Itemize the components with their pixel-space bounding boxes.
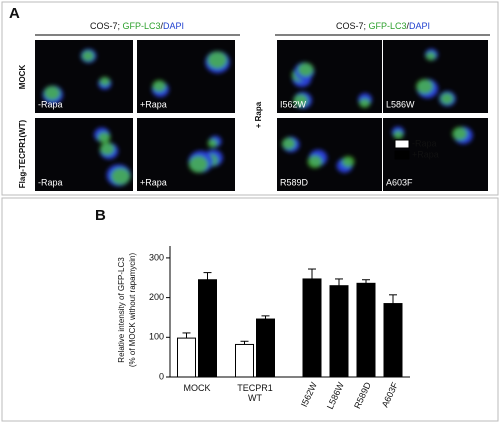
panel-a-frame (1, 1, 499, 196)
cells (281, 136, 355, 173)
gfp-signal (188, 155, 209, 173)
image-label: L586W (386, 99, 415, 109)
x-tick-label: L586W (325, 380, 346, 411)
y-tick-label: 100 (149, 332, 164, 342)
bar (256, 318, 275, 378)
legend-label: +Rapa (412, 149, 439, 159)
bar (356, 282, 376, 378)
gfp-signal (440, 92, 454, 105)
error-bar (240, 340, 249, 345)
cells (151, 51, 230, 98)
gfp-signal (293, 94, 308, 108)
gfp-signal (43, 86, 61, 101)
gfp-signal (307, 155, 323, 169)
image-label: +Rapa (140, 177, 167, 187)
gfp-signal (207, 138, 218, 148)
row-label: Flag-TECPR1(WT) (18, 119, 27, 188)
gfp-signal (281, 137, 296, 150)
gfp-signal (425, 51, 436, 61)
legend-swatch (394, 139, 410, 149)
image-label: I562W (280, 99, 307, 109)
gfp-signal (81, 50, 95, 62)
error-bar (261, 315, 270, 320)
error-bar (308, 268, 316, 279)
panel-b-frame (1, 197, 499, 422)
bar (302, 278, 322, 378)
legend-label: -Rapa (412, 138, 437, 148)
row-label: MOCK (18, 65, 27, 90)
gfp-signal (97, 132, 111, 144)
panel-label: A (9, 5, 20, 22)
image-label: R589D (280, 177, 309, 187)
gfp-signal (416, 79, 434, 94)
side-label: + Rapa (254, 101, 263, 128)
y-axis-label: (% of MOCK without rapamycin) (128, 253, 137, 368)
image-label: -Rapa (38, 177, 63, 187)
image-label: -Rapa (38, 99, 63, 109)
panel-header: COS-7; GFP-LC3/DAPI (90, 21, 184, 31)
error-bar (389, 294, 397, 304)
legend-swatch (394, 150, 410, 160)
x-tick-label: R589D (352, 380, 373, 410)
panel-header: COS-7; GFP-LC3/DAPI (336, 21, 430, 31)
image-label: A603F (386, 177, 413, 187)
y-tick-label: 300 (149, 252, 164, 262)
gfp-signal (297, 62, 314, 77)
bar (198, 279, 217, 378)
gfp-signal (452, 127, 468, 141)
gfp-signal (207, 51, 228, 69)
gfp-signal (99, 142, 115, 156)
image-label: +Rapa (140, 99, 167, 109)
error-bar (182, 332, 191, 339)
x-tick-label: I562W (299, 380, 319, 408)
y-tick-label: 200 (149, 292, 164, 302)
y-tick-label: 0 (159, 371, 164, 381)
gfp-signal (99, 76, 111, 86)
micrograph (277, 118, 382, 191)
cells (291, 62, 372, 109)
y-axis-label: Relative intensity of GFP-LC3 (117, 257, 126, 363)
cells (94, 127, 131, 187)
x-tick-label: MOCK (183, 383, 211, 393)
cells (188, 135, 223, 173)
x-tick-label: TECPR1 WT (237, 383, 273, 403)
gfp-signal (393, 130, 404, 140)
bar (329, 285, 349, 378)
cells (42, 48, 112, 104)
gfp-signal (341, 156, 355, 168)
error-bar (335, 278, 343, 286)
bar (235, 343, 254, 378)
panel-label: B (95, 207, 106, 224)
gfp-signal (152, 80, 166, 92)
gfp-signal (111, 167, 131, 185)
cells (391, 126, 473, 144)
error-bar (203, 272, 212, 280)
x-tick-label: A603F (380, 380, 400, 409)
error-bar (362, 279, 370, 284)
bar (177, 337, 196, 378)
gfp-signal (359, 98, 371, 108)
bar (383, 303, 403, 378)
cells (416, 48, 456, 107)
